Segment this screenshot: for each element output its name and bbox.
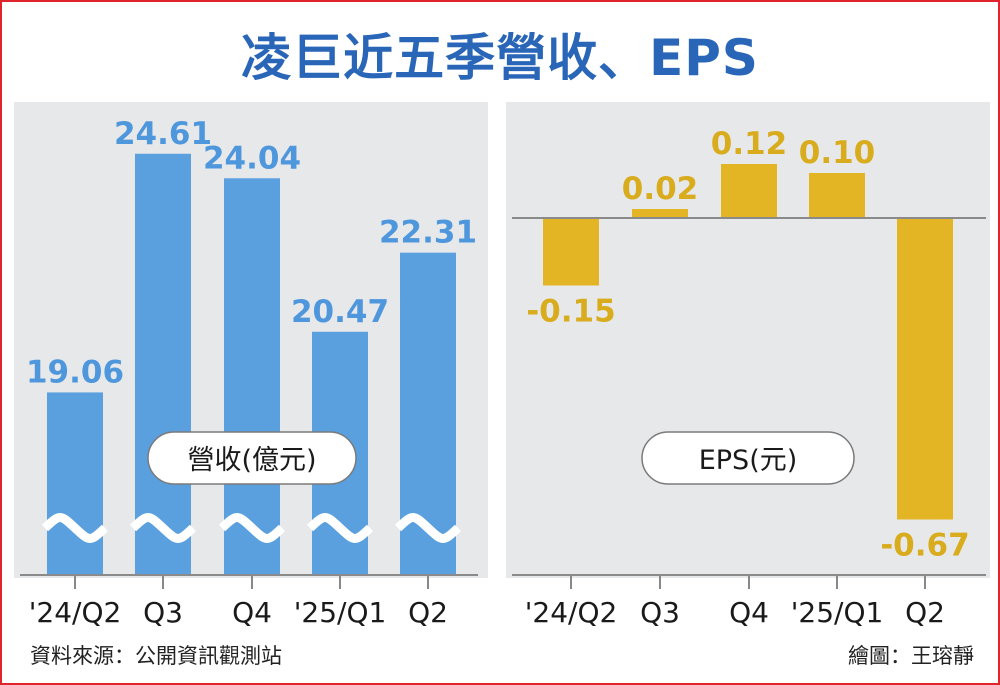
author-credit: 繪圖：王瑢靜 bbox=[848, 644, 974, 668]
eps-value-label: 0.02 bbox=[622, 171, 699, 207]
eps-bar bbox=[809, 173, 865, 218]
revenue-chart: 19.06 '24/Q2 24.61 Q3 24.04 Q4 20.47 '25/Q1 22.3… bbox=[20, 116, 478, 629]
eps-bar bbox=[632, 209, 688, 218]
axis-break-wave bbox=[218, 513, 286, 543]
x-tick-label: '24/Q2 bbox=[29, 596, 122, 629]
legend-label: EPS(元) bbox=[699, 445, 798, 476]
eps-bar bbox=[721, 164, 777, 218]
revenue-bar bbox=[47, 392, 103, 575]
x-tick-label: Q4 bbox=[232, 596, 272, 629]
x-tick-label: '25/Q1 bbox=[294, 596, 387, 629]
x-tick-label: Q4 bbox=[729, 596, 769, 629]
revenue-value-label: 24.04 bbox=[203, 140, 301, 176]
source-credit: 資料來源：公開資訊觀測站 bbox=[30, 644, 282, 668]
revenue-bar bbox=[224, 178, 280, 575]
revenue-value-label: 19.06 bbox=[26, 354, 124, 390]
axis-break-wave bbox=[129, 513, 197, 543]
eps-value-label: -0.67 bbox=[880, 528, 969, 564]
revenue-bar bbox=[135, 153, 191, 575]
legend-label: 營收(億元) bbox=[187, 445, 316, 476]
legend-pill bbox=[147, 431, 357, 485]
x-tick-label: Q2 bbox=[408, 596, 448, 629]
x-tick-label: '25/Q1 bbox=[791, 596, 884, 629]
x-tick-label: '24/Q2 bbox=[525, 596, 618, 629]
legend-pill bbox=[641, 431, 855, 485]
eps-value-label: 0.10 bbox=[799, 135, 876, 171]
x-tick-label: Q2 bbox=[905, 596, 945, 629]
eps-bar bbox=[543, 218, 599, 286]
axis-break-wave bbox=[306, 513, 374, 543]
eps-chart: -0.15 '24/Q2 0.02 Q3 0.12 Q4 0.10 '25/Q1 -0.67 Q2… bbox=[512, 126, 986, 629]
axis-break-wave bbox=[41, 513, 109, 543]
eps-bar bbox=[897, 218, 953, 520]
eps-value-label: 0.12 bbox=[711, 126, 788, 162]
x-tick-label: Q3 bbox=[640, 596, 680, 629]
revenue-value-label: 24.61 bbox=[114, 116, 212, 152]
axis-break-wave bbox=[394, 513, 462, 543]
revenue-value-label: 20.47 bbox=[291, 294, 389, 330]
chart-title: 凌巨近五季營收、EPS bbox=[241, 29, 759, 87]
x-tick-label: Q3 bbox=[143, 596, 183, 629]
eps-value-label: -0.15 bbox=[526, 294, 615, 330]
revenue-value-label: 22.31 bbox=[379, 215, 477, 251]
